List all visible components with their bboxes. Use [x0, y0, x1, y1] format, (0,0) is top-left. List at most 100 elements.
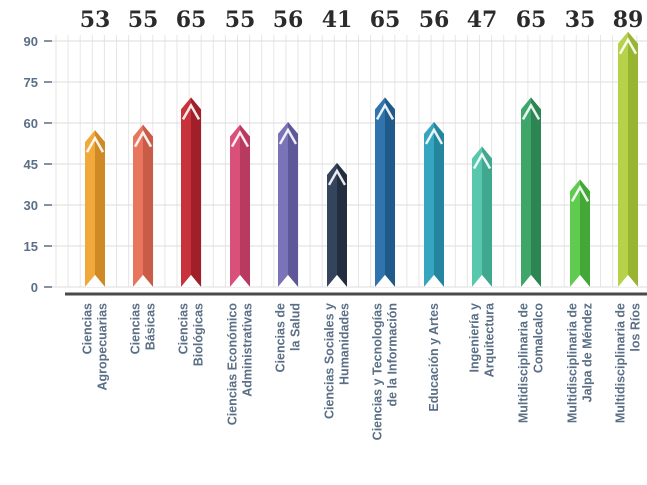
x-tick-label: Multidisciplinaria de Comalcalco — [517, 303, 546, 424]
bar-right-face — [240, 124, 250, 288]
y-tick-label: 45 — [24, 157, 38, 172]
bar — [278, 121, 298, 287]
x-tick-label: Ciencias y Tecnologías de la Información — [371, 303, 400, 440]
x-tick-label: Ciencias Básicas — [129, 303, 158, 354]
x-tick-label-line: Ciencias Económico — [226, 303, 240, 426]
bar-chevron — [181, 102, 201, 120]
x-tick-label: Ciencias Biológicas — [177, 303, 206, 366]
bar-right-face — [385, 97, 395, 287]
bar-notch — [521, 275, 541, 287]
x-tick-label-line: Ciencias Sociales y — [323, 303, 337, 419]
bar-left-face — [278, 121, 288, 287]
y-tick-label: 15 — [24, 239, 38, 254]
data-label: 65 — [516, 7, 547, 33]
y-tick-label: 0 — [31, 280, 38, 295]
x-tick-label-line: los Ríos — [629, 303, 643, 352]
x-tick-label: Ciencias Sociales y Humanidades — [323, 303, 352, 419]
bar — [133, 124, 153, 288]
bar-notch — [570, 275, 590, 287]
grid-lines — [50, 35, 647, 288]
y-tick-label: 60 — [24, 116, 38, 131]
data-label: 89 — [613, 7, 644, 33]
bar — [327, 162, 347, 287]
bar-left-face — [570, 179, 580, 287]
bar-right-face — [337, 162, 347, 287]
bar — [85, 130, 105, 287]
x-tick-label-line: Multidisciplinaria de — [566, 303, 580, 423]
x-tick-label-line: Agropecuarias — [96, 303, 110, 391]
data-label: 41 — [322, 7, 353, 33]
bar — [181, 97, 201, 287]
bar-left-face — [133, 124, 143, 288]
bar-chevron — [618, 37, 638, 55]
x-tick-label-line: Educación y Artes — [427, 303, 441, 412]
bar — [230, 124, 250, 288]
x-tick-label: Ciencias Agropecuarias — [81, 303, 110, 391]
bar — [472, 146, 492, 287]
data-label: 53 — [80, 7, 111, 33]
value-labels: 53 55 65 55 56 41 65 56 47 65 35 89 — [80, 7, 644, 33]
x-tick-label-line: Multidisciplinaria de — [517, 303, 531, 423]
bar-left-face — [521, 97, 531, 287]
x-tick-label-line: Ciencias — [129, 303, 143, 354]
x-tick-label-line: Jalpa de Méndez — [581, 303, 595, 402]
bar-left-face — [85, 130, 95, 287]
bar-left-face — [230, 124, 240, 288]
bar-left-face — [181, 97, 191, 287]
bar-left-face — [327, 162, 337, 287]
x-tick-label: Ciencias Económico Administrativas — [226, 303, 255, 426]
bar-chevron — [230, 130, 250, 148]
data-label: 56 — [273, 7, 304, 33]
x-tick-label: Ingeniería y Arquitectura — [468, 302, 497, 377]
y-tick-label: 90 — [24, 34, 38, 49]
bar-right-face — [143, 124, 153, 288]
x-tick-label-line: Ciencias — [177, 303, 191, 354]
bars — [85, 31, 638, 288]
x-axis-labels: Ciencias Agropecuarias Ciencias Básicas Cien… — [81, 302, 643, 440]
x-tick-label: Multidisciplinaria de los Ríos — [614, 303, 643, 423]
bar-notch — [230, 275, 250, 287]
bar-chevron — [85, 135, 105, 153]
x-tick-label: Ciencias de la Salud — [274, 303, 303, 373]
bar — [570, 179, 590, 287]
bar-right-face — [482, 146, 492, 287]
bar-right-face — [95, 130, 105, 287]
bar-right-face — [288, 121, 298, 287]
bar-notch — [327, 275, 347, 287]
data-label: 56 — [419, 7, 450, 33]
bar-chevron — [570, 184, 590, 202]
x-tick-label-line: Ciencias de — [274, 303, 288, 373]
data-label: 65 — [370, 7, 401, 33]
x-tick-label: Educación y Artes — [427, 303, 441, 412]
x-tick-label-line: Ciencias y Tecnologías — [371, 303, 385, 440]
data-label: 55 — [225, 7, 256, 33]
bar-notch — [424, 275, 444, 287]
x-tick-label-line: Administrativas — [241, 303, 255, 397]
bar-right-face — [531, 97, 541, 287]
bar-notch — [472, 275, 492, 287]
y-tick-label: 30 — [24, 198, 38, 213]
bar-left-face — [375, 97, 385, 287]
x-tick-label-line: Ingeniería y — [468, 303, 482, 373]
bar-chevron — [278, 127, 298, 145]
bar-chevron — [521, 102, 541, 120]
x-tick-label-line: Humanidades — [338, 303, 352, 385]
data-label: 35 — [565, 7, 596, 33]
bar-notch — [133, 275, 153, 287]
x-tick-label-line: Multidisciplinaria de — [614, 303, 628, 423]
bar-right-face — [628, 31, 638, 287]
bar-notch — [375, 275, 395, 287]
data-label: 55 — [128, 7, 159, 33]
bar-right-face — [580, 179, 590, 287]
bar-chevron — [133, 130, 153, 148]
bar-left-face — [472, 146, 482, 287]
x-tick-label-line: de la Información — [386, 303, 400, 407]
bar-left-face — [618, 31, 628, 287]
data-label: 65 — [176, 7, 207, 33]
x-tick-label-line: Ciencias — [81, 303, 95, 354]
x-tick-label-line: Biológicas — [192, 303, 206, 366]
bar-notch — [618, 275, 638, 287]
x-tick-label-line: Básicas — [144, 303, 158, 350]
bar-notch — [85, 275, 105, 287]
